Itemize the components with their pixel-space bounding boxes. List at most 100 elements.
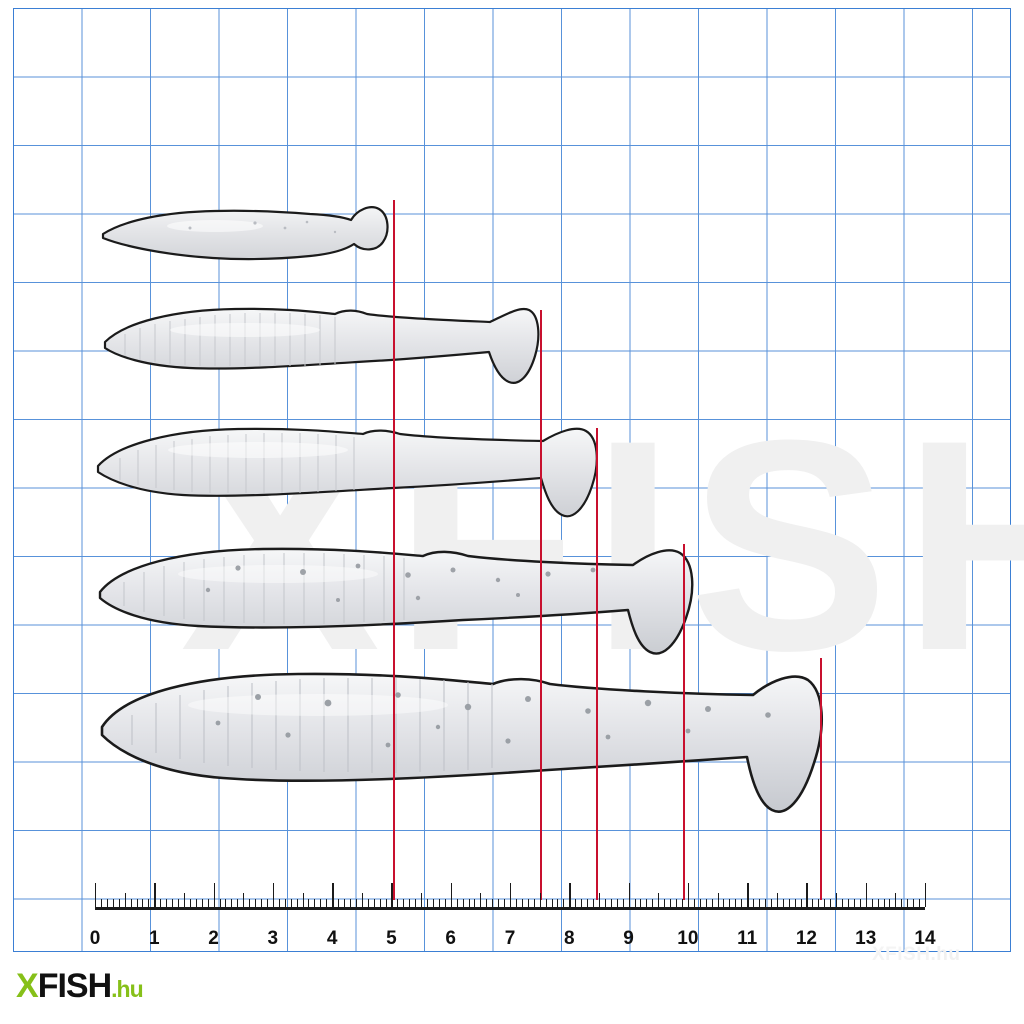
ruler-tick-minor: [225, 899, 227, 907]
ruler-tick-minor: [427, 899, 428, 907]
ruler-tick-minor: [794, 899, 796, 907]
grid-border: [13, 8, 1011, 952]
ruler-tick-minor: [735, 899, 737, 907]
ruler-tick-minor: [539, 893, 541, 907]
ruler-tick-minor: [338, 899, 340, 907]
ruler-tick-minor: [527, 899, 529, 907]
ruler-tick-major: [628, 883, 630, 907]
ruler-tick-minor: [178, 899, 179, 907]
ruler-tick-minor: [847, 899, 849, 907]
ruler-tick-minor: [853, 899, 855, 907]
ruler-tick-minor: [261, 899, 262, 907]
ruler-tick-minor: [183, 893, 185, 907]
ruler-tick-minor: [385, 899, 387, 907]
ruler-tick-minor: [587, 899, 589, 907]
ruler-label-8: 8: [563, 928, 575, 949]
ruler-label-6: 6: [445, 928, 456, 949]
ruler-tick-minor: [830, 899, 832, 907]
ruler-tick-minor: [284, 899, 286, 907]
ruler-tick-minor: [705, 899, 707, 907]
ruler-label-7: 7: [504, 928, 516, 949]
ruler-tick-minor: [249, 899, 251, 907]
shad-lure-5: [88, 665, 843, 830]
ruler-tick-minor: [699, 899, 701, 907]
ruler-tick-minor: [901, 899, 903, 907]
ruler-tick-minor: [255, 899, 257, 907]
ruler-tick-minor: [142, 899, 144, 907]
ruler-tick-minor: [782, 899, 784, 907]
marker-line-2: [540, 310, 542, 900]
ruler-tick-major: [569, 883, 571, 907]
ruler-tick-minor: [189, 899, 191, 907]
brand-fish: FISH: [37, 967, 112, 1005]
ruler-tick-minor: [871, 899, 873, 907]
ruler-tick-minor: [610, 899, 612, 907]
ruler-tick-major: [687, 883, 690, 907]
marker-line-5: [820, 658, 822, 900]
ruler-label-2: 2: [208, 928, 219, 949]
ruler-label-3: 3: [267, 928, 279, 949]
ruler-tick-minor: [770, 899, 772, 907]
ruler-tick-minor: [421, 893, 423, 907]
ruler-tick-major: [391, 883, 393, 907]
ruler-tick-minor: [717, 893, 719, 907]
ruler-tick-minor: [670, 899, 672, 907]
ruler-tick-minor: [106, 899, 108, 907]
ruler-label-12: 12: [795, 928, 817, 949]
marker-line-1: [393, 200, 395, 900]
ruler-tick-minor: [456, 899, 458, 907]
ruler-tick-minor: [344, 899, 345, 907]
ruler-tick-minor: [320, 899, 322, 907]
ruler-tick-minor: [521, 899, 523, 907]
ruler-tick-minor: [112, 899, 114, 907]
ruler-tick-minor: [468, 899, 470, 907]
ruler-label-11: 11: [737, 928, 758, 949]
watermark-small-suffix: .hu: [930, 944, 961, 965]
ruler-tick-minor: [664, 899, 666, 907]
ruler-tick-minor: [593, 899, 594, 907]
ruler-tick-minor: [486, 899, 488, 907]
ruler-tick-minor: [776, 893, 778, 907]
ruler-label-5: 5: [386, 928, 397, 949]
ruler-tick-minor: [444, 899, 446, 907]
ruler-tick-minor: [877, 899, 879, 907]
ruler-tick-minor: [118, 899, 120, 907]
ruler-label-10: 10: [677, 928, 699, 949]
ruler-tick-minor: [723, 899, 725, 907]
ruler-tick-major: [450, 883, 453, 907]
watermark-xfish-small: XFISH.hu: [872, 944, 960, 966]
ruler-tick-minor: [130, 899, 132, 907]
ruler-tick-minor: [201, 899, 203, 907]
ruler-tick-minor: [367, 899, 369, 907]
brand-hu: .hu: [111, 976, 143, 1002]
marker-line-3: [596, 428, 598, 900]
ruler-tick-minor: [658, 893, 660, 907]
ruler-tick-minor: [604, 899, 606, 907]
ruler-label-0: 0: [89, 928, 101, 949]
ruler-tick-minor: [764, 899, 766, 907]
ruler-tick-minor: [545, 899, 547, 907]
ruler-tick-minor: [136, 899, 138, 907]
brand-logo: XFISH.hu: [16, 967, 144, 1006]
ruler-tick-minor: [237, 899, 239, 907]
ruler-tick-minor: [100, 899, 102, 907]
ruler-tick-minor: [492, 899, 494, 907]
ruler-tick-minor: [504, 899, 506, 907]
marker-line-4: [683, 544, 685, 900]
ruler-tick-minor: [349, 899, 351, 907]
ruler-tick-minor: [278, 899, 280, 907]
ruler-tick-minor: [640, 899, 642, 907]
shad-lure-2: [95, 300, 550, 400]
brand-x: X: [16, 967, 39, 1005]
ruler-tick-minor: [824, 899, 826, 907]
ruler-tick-minor: [195, 899, 197, 907]
ruler-tick-minor: [741, 899, 743, 907]
ruler-tick-minor: [836, 893, 838, 907]
ruler-tick-minor: [379, 899, 381, 907]
ruler-label-1: 1: [148, 928, 160, 949]
ruler-tick-minor: [646, 899, 648, 907]
ruler-label-9: 9: [623, 928, 634, 949]
ruler-tick-major: [95, 883, 97, 907]
ruler-tick-minor: [581, 899, 583, 907]
